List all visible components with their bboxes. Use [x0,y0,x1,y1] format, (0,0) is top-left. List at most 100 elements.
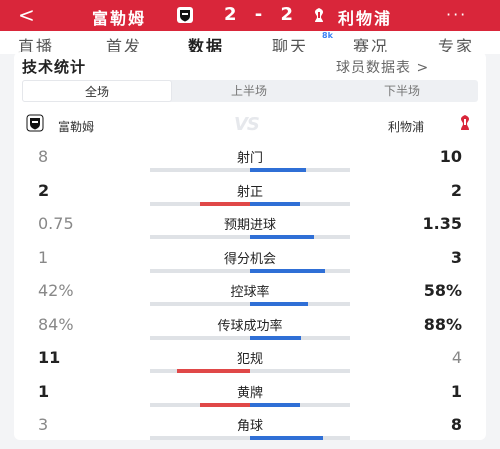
away-team-label: 利物浦 [388,120,425,134]
home-bar-track [150,168,250,172]
segment-full-match[interactable]: 全场 [22,80,172,102]
more-menu-button[interactable]: ··· [446,5,468,24]
stat-label: 预期进球 [223,218,276,233]
period-selector: 全场 上半场 下半场 [22,80,478,102]
chat-count-badge: 8k [322,31,333,40]
away-bar-track [250,202,350,206]
away-bar-fill [250,202,300,206]
home-stat-value: 1 [38,248,49,267]
fulham-crest-icon [177,7,193,23]
match-score: 2 - 2 [224,4,300,25]
stat-label: 射门 [236,151,263,166]
liverpool-crest-icon [461,115,469,130]
away-stat-value: 3 [450,248,462,267]
stat-label: 传球成功率 [217,319,283,334]
home-bar-track [150,336,250,340]
vs-watermark: VS [234,114,260,135]
tab-bar: 直播 首发 数据 聊天 赛况 专家 [0,31,500,56]
home-team-name: 富勒姆 [92,9,147,28]
tab-lineup[interactable]: 首发 [106,37,143,56]
away-bar-track [250,235,350,239]
away-stat-value: 88% [423,315,462,334]
stat-row: 1 得分机会 3 [0,248,500,282]
home-bar-track [150,436,250,440]
segment-first-half[interactable]: 上半场 [230,84,267,98]
home-bar-fill [208,302,250,306]
home-bar-fill [201,336,250,340]
stat-row: 42% 控球率 58% [0,281,500,315]
stat-label: 黄牌 [236,386,263,401]
stat-label: 角球 [236,419,263,434]
fulham-crest-icon [26,114,44,132]
stat-label: 犯规 [236,352,263,367]
stat-row: 1 黄牌 1 [0,382,500,416]
stat-row: 8 射门 10 [0,147,500,181]
away-stat-value: 4 [451,348,462,367]
stat-row: 0.75 预期进球 1.35 [0,214,500,248]
stat-row: 11 犯规 4 [0,348,500,382]
back-button[interactable]: < [18,3,35,27]
home-bar-track [150,235,250,239]
stat-row: 84% 传球成功率 88% [0,315,500,349]
segment-second-half[interactable]: 下半场 [383,84,420,98]
away-bar-track [250,403,350,407]
tab-match-events[interactable]: 赛况 [353,37,390,56]
home-stat-value: 3 [38,415,49,434]
away-bar-fill [250,269,325,273]
away-stat-value: 2 [450,181,462,200]
stat-label: 控球率 [230,285,270,300]
away-bar-track [250,436,350,440]
away-bar-fill [250,369,277,373]
away-bar-track [250,168,350,172]
home-stat-value: 1 [38,382,50,401]
home-stat-value: 0.75 [38,214,74,233]
away-stat-value: 10 [439,147,462,166]
home-bar-fill [206,168,250,172]
stat-row: 3 角球 8 [0,415,500,449]
away-bar-fill [250,403,300,407]
away-stat-value: 8 [450,415,462,434]
home-bar-track [150,369,250,373]
away-bar-fill [250,436,323,440]
home-bar-track [150,202,250,206]
away-bar-track [250,336,350,340]
home-bar-fill [214,235,250,239]
stat-label: 得分机会 [223,252,276,267]
away-bar-fill [250,235,314,239]
home-bar-track [150,403,250,407]
away-bar-track [250,369,350,373]
away-bar-fill [250,302,308,306]
home-bar-fill [200,403,250,407]
away-stat-value: 58% [423,281,462,300]
section-title: 技术统计 [22,58,87,76]
away-bar-fill [250,336,301,340]
match-header: < 富勒姆 2 - 2 利物浦 ··· [0,0,500,31]
stat-label: 射正 [236,185,263,200]
away-bar-track [250,302,350,306]
home-stat-value: 8 [38,147,49,166]
home-bar-fill [177,369,250,373]
home-bar-track [150,302,250,306]
home-stat-value: 42% [38,281,74,300]
home-stat-value: 2 [38,181,50,200]
away-stat-value: 1 [450,382,462,401]
player-stats-link[interactable]: 球员数据表 > [336,60,430,76]
home-team-label: 富勒姆 [58,120,95,134]
away-bar-fill [250,168,306,172]
home-bar-fill [200,202,250,206]
stats-card [14,52,486,440]
away-bar-track [250,269,350,273]
home-bar-fill [223,436,250,440]
tab-experts[interactable]: 专家 [438,37,475,56]
home-bar-track [150,269,250,273]
home-bar-fill [225,269,250,273]
tab-chat[interactable]: 聊天 [272,37,309,56]
tab-stats[interactable]: 数据 [188,37,225,56]
liverpool-crest-icon [315,8,323,22]
away-stat-value: 1.35 [422,214,462,233]
stat-row: 2 射正 2 [0,181,500,215]
home-stat-value: 11 [38,348,61,367]
tab-live[interactable]: 直播 [18,37,55,56]
home-stat-value: 84% [38,315,74,334]
away-team-name: 利物浦 [338,9,393,28]
